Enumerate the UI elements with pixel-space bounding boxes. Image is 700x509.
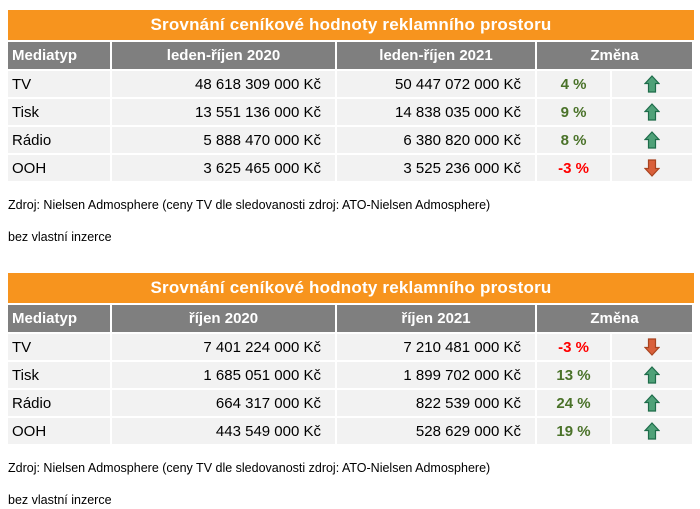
column-header-period2: říjen 2021 [337, 305, 535, 332]
change-percent: 4 % [560, 75, 587, 93]
column-header-period1: říjen 2020 [112, 305, 335, 332]
exclusion-note: bez vlastní inzerce [8, 493, 112, 507]
table-row-value-period1: 13 551 136 000 Kč [112, 99, 335, 125]
change-percent: 19 % [556, 422, 591, 440]
table-row-trend [612, 99, 692, 125]
table-row-change-percent: -3 % [537, 155, 610, 181]
trend-arrow-icon [644, 159, 660, 177]
table-block-year-to-date: Srovnání ceníkové hodnoty reklamního pro… [8, 10, 694, 245]
change-percent: 24 % [556, 394, 591, 412]
trend-arrow-icon [644, 75, 660, 93]
table-row-change-percent: 9 % [537, 99, 610, 125]
table-row-mediatype: Rádio [8, 127, 110, 153]
table-row-value-period2: 14 838 035 000 Kč [337, 99, 535, 125]
change-percent: 8 % [560, 131, 587, 149]
table-row-value-period1: 664 317 000 Kč [112, 390, 335, 416]
table-row-value-period1: 5 888 470 000 Kč [112, 127, 335, 153]
table-row-trend [612, 418, 692, 444]
table-row-change-percent: 13 % [537, 362, 610, 388]
change-percent: 13 % [556, 366, 591, 384]
table-row-value-period2: 50 447 072 000 Kč [337, 71, 535, 97]
table-title: Srovnání ceníkové hodnoty reklamního pro… [8, 10, 694, 40]
table-row-change-percent: 4 % [537, 71, 610, 97]
table-row-value-period2: 528 629 000 Kč [337, 418, 535, 444]
column-header-period2: leden-říjen 2021 [337, 42, 535, 69]
change-percent: -3 % [558, 159, 589, 177]
table-row-value-period1: 48 618 309 000 Kč [112, 71, 335, 97]
table-row-value-period1: 3 625 465 000 Kč [112, 155, 335, 181]
comparison-table: Mediatyp leden-říjen 2020 leden-říjen 20… [8, 42, 694, 181]
table-row-value-period2: 7 210 481 000 Kč [337, 334, 535, 360]
table-row-value-period2: 822 539 000 Kč [337, 390, 535, 416]
table-row-mediatype: Rádio [8, 390, 110, 416]
comparison-table: Mediatyp říjen 2020 říjen 2021 Změna TV … [8, 305, 694, 444]
table-block-month: Srovnání ceníkové hodnoty reklamního pro… [8, 273, 694, 508]
column-header-mediatype: Mediatyp [8, 42, 110, 69]
change-percent: 9 % [560, 103, 587, 121]
column-header-mediatype: Mediatyp [8, 305, 110, 332]
column-header-period1: leden-říjen 2020 [112, 42, 335, 69]
source-note: Zdroj: Nielsen Admosphere (ceny TV dle s… [8, 198, 491, 212]
table-row-change-percent: -3 % [537, 334, 610, 360]
trend-arrow-icon [644, 394, 660, 412]
table-row-change-percent: 19 % [537, 418, 610, 444]
change-percent: -3 % [558, 338, 589, 356]
trend-arrow-icon [644, 422, 660, 440]
table-row-mediatype: TV [8, 71, 110, 97]
table-row-value-period1: 1 685 051 000 Kč [112, 362, 335, 388]
table-title: Srovnání ceníkové hodnoty reklamního pro… [8, 273, 694, 303]
table-row-value-period1: 7 401 224 000 Kč [112, 334, 335, 360]
table-row-mediatype: OOH [8, 155, 110, 181]
table-row-mediatype: Tisk [8, 99, 110, 125]
table-row-trend [612, 390, 692, 416]
table-row-value-period1: 443 549 000 Kč [112, 418, 335, 444]
table-row-trend [612, 362, 692, 388]
table-row-change-percent: 24 % [537, 390, 610, 416]
table-row-value-period2: 6 380 820 000 Kč [337, 127, 535, 153]
table-row-value-period2: 1 899 702 000 Kč [337, 362, 535, 388]
trend-arrow-icon [644, 366, 660, 384]
column-header-change: Změna [537, 305, 692, 332]
column-header-change: Změna [537, 42, 692, 69]
table-row-trend [612, 127, 692, 153]
table-row-trend [612, 71, 692, 97]
table-row-mediatype: TV [8, 334, 110, 360]
trend-arrow-icon [644, 338, 660, 356]
exclusion-note: bez vlastní inzerce [8, 230, 112, 244]
source-note: Zdroj: Nielsen Admosphere (ceny TV dle s… [8, 461, 491, 475]
table-row-mediatype: OOH [8, 418, 110, 444]
table-row-trend [612, 155, 692, 181]
table-row-change-percent: 8 % [537, 127, 610, 153]
trend-arrow-icon [644, 103, 660, 121]
table-row-mediatype: Tisk [8, 362, 110, 388]
table-row-value-period2: 3 525 236 000 Kč [337, 155, 535, 181]
table-row-trend [612, 334, 692, 360]
trend-arrow-icon [644, 131, 660, 149]
